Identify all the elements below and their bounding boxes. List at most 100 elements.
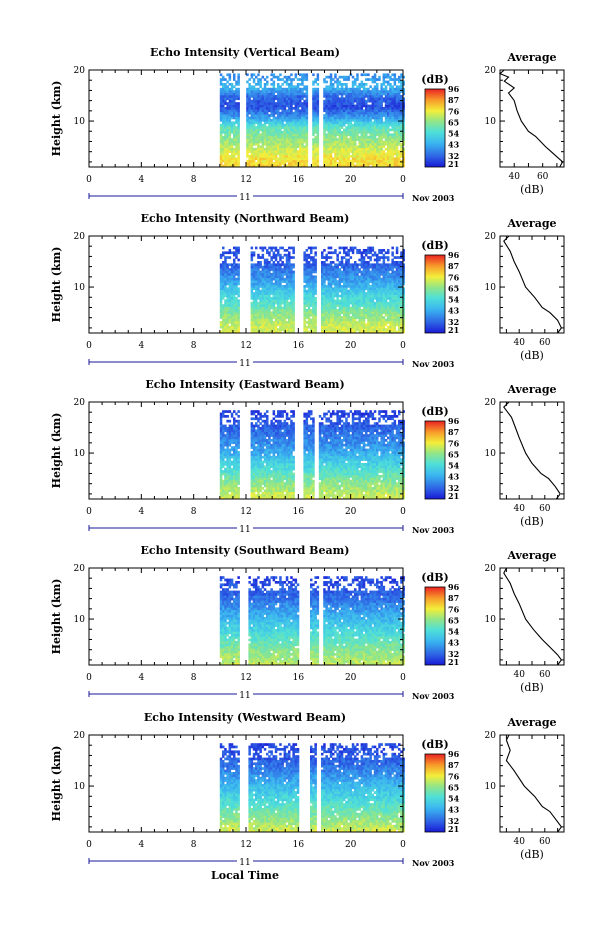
heatmap-cell (259, 289, 262, 293)
heatmap-cell (226, 273, 229, 276)
heatmap-cell (272, 83, 276, 86)
heatmap-cell (233, 294, 236, 298)
heatmap-cell (281, 328, 284, 331)
heatmap-cell (325, 150, 328, 153)
heatmap-cell (228, 99, 232, 103)
heatmap-cell (219, 133, 223, 137)
heatmap-cell (263, 133, 267, 137)
heatmap-cell (367, 95, 370, 98)
heatmap-cell (230, 128, 234, 132)
heatmap-cell (224, 145, 227, 149)
heatmap-cell (235, 301, 238, 305)
heatmap-cell (303, 297, 306, 300)
heatmap-cell (246, 140, 249, 144)
heatmap-cell (367, 121, 370, 125)
heatmap-cell (340, 301, 344, 305)
heatmap-cell (246, 123, 249, 127)
heatmap-cell (222, 323, 225, 327)
heatmap-cell (343, 150, 346, 153)
heatmap-cell (325, 313, 328, 317)
heatmap-cell (358, 249, 361, 252)
heatmap-cell (296, 135, 300, 139)
heatmap-cell (237, 287, 240, 291)
heatmap-cell (237, 299, 240, 303)
heatmap-cell (400, 159, 403, 163)
heatmap-cell (382, 150, 386, 153)
heatmap-cell (279, 121, 282, 125)
heatmap-cell (393, 313, 397, 317)
heatmap-cell (246, 162, 249, 165)
heatmap-cell (358, 321, 361, 324)
heatmap-cell (332, 150, 335, 153)
heatmap-cell (371, 133, 375, 137)
heatmap-cell (252, 159, 256, 163)
heatmap-cell (400, 123, 403, 127)
heatmap-cell (325, 133, 328, 137)
heatmap-cell (351, 282, 355, 286)
heatmap-cell (290, 323, 293, 327)
heatmap-cell (314, 123, 317, 127)
heatmap-cell (233, 311, 236, 315)
heatmap-cell (303, 294, 306, 298)
heatmap-cell (292, 318, 295, 322)
heatmap-cell (222, 140, 225, 144)
heatmap-cell (384, 85, 388, 89)
heatmap-cell (290, 140, 293, 144)
heatmap-cell (279, 258, 282, 262)
heatmap-cell (351, 323, 355, 327)
heatmap-cell (246, 128, 249, 132)
heatmap-cell (345, 145, 348, 149)
heatmap-cell (274, 306, 278, 310)
heatmap-cell (398, 164, 401, 168)
heatmap-cell (219, 95, 223, 98)
heatmap-cell (268, 121, 271, 125)
heatmap-cell (351, 116, 355, 120)
heatmap-cell (387, 328, 390, 331)
heatmap-cell (338, 138, 342, 141)
heatmap-cell (332, 301, 335, 305)
heatmap-cell (281, 299, 284, 303)
heatmap-cell (349, 147, 353, 151)
heatmap-cell (345, 321, 348, 324)
heatmap-cell (338, 107, 342, 110)
heatmap-cell (228, 92, 232, 96)
heatmap-cell (294, 150, 298, 153)
heatmap-cell (325, 301, 328, 305)
heatmap-cell (378, 256, 381, 259)
heatmap-cell (246, 121, 249, 125)
heatmap-cell (307, 294, 311, 298)
heatmap-cell (393, 275, 397, 279)
heatmap-cell (382, 145, 386, 149)
heatmap-cell (288, 99, 291, 103)
heatmap-cell (263, 140, 267, 144)
heatmap-cell (259, 119, 262, 122)
heatmap-cell (228, 301, 232, 305)
heatmap-cell (345, 131, 348, 134)
heatmap-cell (270, 102, 273, 105)
heatmap-cell (369, 123, 372, 127)
heatmap-cell (290, 152, 293, 156)
heatmap-cell (387, 123, 390, 127)
heatmap-cell (316, 133, 320, 137)
heatmap-cell (329, 321, 333, 324)
heatmap-cell (351, 246, 355, 250)
heatmap-cell (389, 301, 392, 305)
heatmap-cell (334, 157, 337, 161)
heatmap-cell (255, 131, 258, 134)
heatmap-cell (389, 263, 392, 267)
heatmap-cell (305, 99, 309, 103)
heatmap-cell (312, 246, 315, 250)
heatmap-cell (257, 87, 260, 91)
heatmap-cell (228, 95, 232, 98)
heatmap-cell (288, 294, 291, 298)
heatmap-cell (307, 292, 311, 295)
heatmap-cell (261, 109, 265, 113)
heatmap-cell (362, 143, 366, 146)
heatmap-cell (266, 285, 269, 288)
heatmap-cell (222, 147, 225, 151)
heatmap-cell (292, 162, 295, 165)
heatmap-cell (332, 114, 335, 117)
heatmap-cell (233, 270, 236, 274)
heatmap-cell (312, 268, 315, 271)
heatmap-cell (312, 277, 315, 281)
